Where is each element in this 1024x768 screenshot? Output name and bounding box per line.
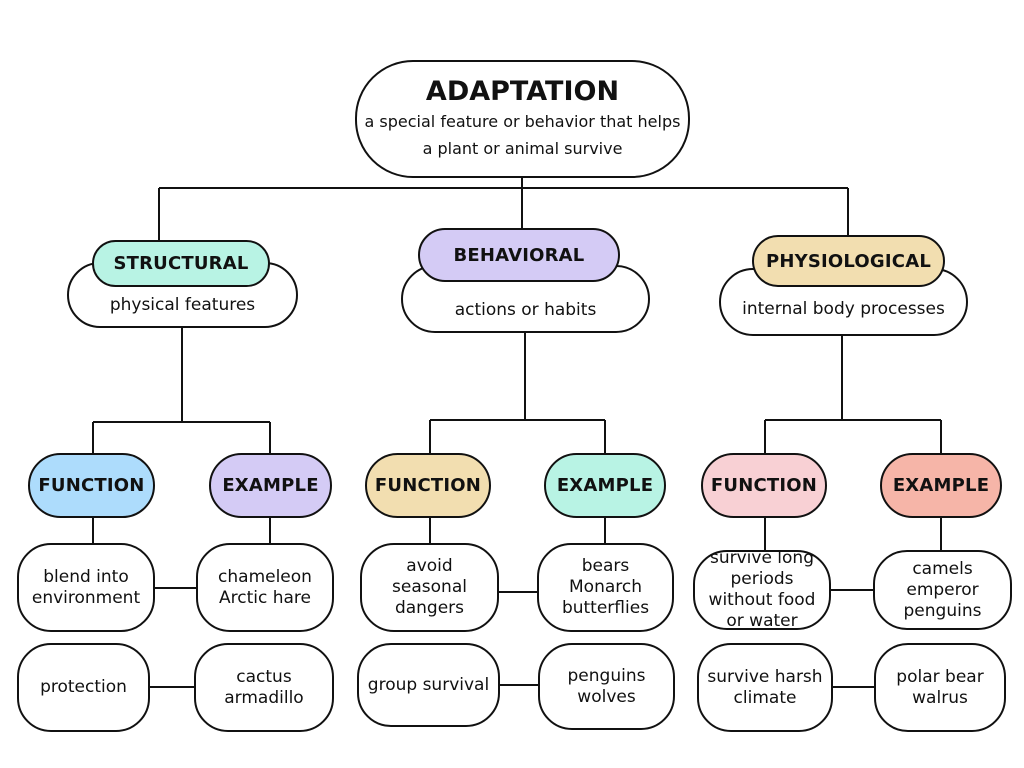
structural-function-header-text: FUNCTION [38, 475, 145, 496]
behavioral-function-item: avoid seasonal dangers [360, 543, 499, 632]
behavioral-description-node-text: actions or habits [454, 300, 597, 320]
behavioral-example-item: bears Monarch butterflies [537, 543, 674, 632]
behavioral-connector [429, 333, 606, 686]
behavioral-example-item-text: penguins wolves [567, 665, 646, 707]
physiological-example-item-text: camels emperor penguins [903, 558, 982, 621]
physiological-label-node: PHYSIOLOGICAL [752, 235, 945, 287]
structural-function-item: protection [17, 643, 150, 732]
behavioral-example-item: penguins wolves [538, 643, 675, 730]
physiological-example-item: camels emperor penguins [873, 550, 1012, 630]
behavioral-function-item: group survival [357, 643, 500, 727]
physiological-function-header: FUNCTION [701, 453, 827, 518]
physiological-connector [764, 336, 942, 688]
structural-label-node: STRUCTURAL [92, 240, 270, 287]
physiological-example-header-text: EXAMPLE [892, 475, 990, 496]
physiological-example-item-text: polar bear walrus [896, 666, 984, 708]
physiological-function-item: survive long periods without food or wat… [693, 548, 831, 631]
root-connector [158, 178, 849, 240]
structural-example-header: EXAMPLE [209, 453, 332, 518]
structural-example-header-text: EXAMPLE [222, 475, 319, 496]
structural-function-item-text: protection [40, 677, 127, 697]
behavioral-label-node-text: BEHAVIORAL [453, 244, 585, 266]
root-node: ADAPTATION a special feature or behavior… [355, 60, 690, 178]
physiological-label-node-text: PHYSIOLOGICAL [765, 250, 932, 272]
structural-connector [92, 328, 271, 688]
structural-function-header: FUNCTION [28, 453, 155, 518]
structural-function-item-text: blend into environment [31, 566, 141, 608]
physiological-description-node-text: internal body processes [742, 298, 945, 319]
physiological-example-item: polar bear walrus [874, 643, 1006, 732]
behavioral-function-item-text: avoid seasonal dangers [392, 556, 467, 618]
physiological-example-header: EXAMPLE [880, 453, 1002, 518]
structural-example-item: chameleon Arctic hare [196, 543, 334, 632]
behavioral-function-item-text: group survival [367, 674, 490, 695]
root-title: ADAPTATION [425, 76, 620, 107]
structural-example-item: cactus armadillo [194, 643, 334, 732]
behavioral-example-header: EXAMPLE [544, 453, 666, 518]
physiological-function-item-text: survive harsh climate [707, 666, 823, 708]
structural-example-item-text: chameleon Arctic hare [218, 566, 312, 608]
physiological-function-item-text: survive long periods without food or wat… [708, 548, 816, 631]
structural-example-item-text: cactus armadillo [224, 666, 304, 708]
behavioral-function-header: FUNCTION [365, 453, 491, 518]
structural-label-node-text: STRUCTURAL [113, 253, 249, 274]
root-description: a special feature or behavior that helps… [364, 112, 681, 158]
behavioral-label-node: BEHAVIORAL [418, 228, 620, 282]
behavioral-function-header-text: FUNCTION [374, 475, 482, 496]
physiological-function-item: survive harsh climate [697, 643, 833, 732]
behavioral-example-item-text: bears Monarch butterflies [561, 556, 650, 618]
structural-function-item: blend into environment [17, 543, 155, 632]
physiological-function-header-text: FUNCTION [710, 475, 818, 496]
structural-description-node-text: physical features [109, 295, 256, 315]
behavioral-example-header-text: EXAMPLE [556, 475, 654, 496]
